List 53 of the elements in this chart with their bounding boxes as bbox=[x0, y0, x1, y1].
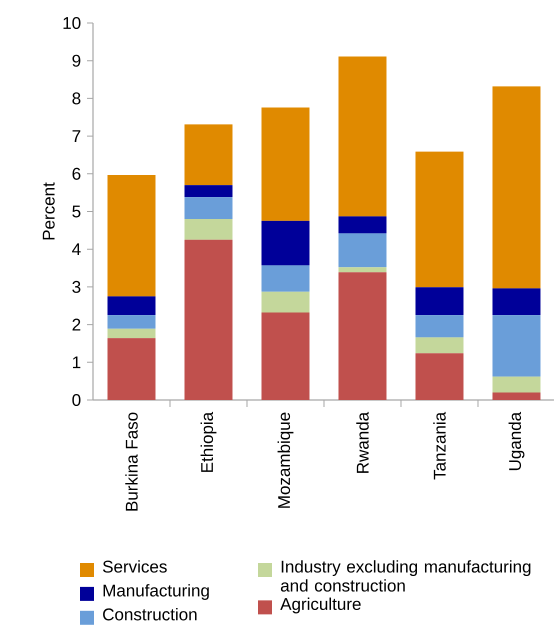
y-tick-label: 7 bbox=[72, 130, 80, 142]
x-tick-label: Uganda bbox=[508, 412, 524, 470]
bar bbox=[415, 353, 464, 400]
y-axis-title: Percent bbox=[42, 182, 55, 240]
legend-label: Manufacturing bbox=[104, 584, 209, 600]
bar bbox=[492, 392, 540, 400]
y-tick-label: 0 bbox=[72, 394, 80, 406]
y-tick-label: 9 bbox=[72, 54, 80, 67]
x-tick-label: Tanzania bbox=[433, 412, 446, 480]
bar bbox=[261, 220, 310, 266]
legend-label: Industry excluding manufacturing and construction bbox=[280, 560, 530, 592]
bar bbox=[338, 56, 386, 216]
bar bbox=[261, 107, 310, 221]
y-tick-label: 1 bbox=[72, 356, 80, 368]
bar bbox=[415, 152, 464, 288]
bar bbox=[338, 272, 386, 400]
y-tick-label: 8 bbox=[72, 92, 80, 104]
y-tick-label: 10 bbox=[64, 16, 80, 30]
bar bbox=[492, 376, 540, 392]
bar bbox=[184, 197, 232, 220]
bar bbox=[415, 337, 464, 354]
bar bbox=[107, 296, 156, 316]
y-tick-label: 2 bbox=[72, 318, 80, 331]
x-tick-label: Mozambique bbox=[278, 412, 294, 508]
bar bbox=[184, 185, 232, 198]
bar bbox=[107, 174, 156, 296]
bar bbox=[184, 219, 232, 240]
bar bbox=[107, 315, 156, 329]
bar bbox=[415, 287, 464, 316]
legend-label: Agriculture bbox=[280, 598, 361, 614]
bar bbox=[338, 267, 386, 272]
bar bbox=[107, 328, 156, 338]
bar bbox=[261, 265, 310, 292]
bar bbox=[184, 240, 232, 400]
bar bbox=[492, 86, 540, 288]
legend-label: Services bbox=[102, 560, 167, 573]
bar bbox=[338, 216, 386, 234]
legend-label: Construction bbox=[103, 608, 197, 620]
y-tick-label: 4 bbox=[72, 243, 81, 256]
bar bbox=[261, 292, 310, 313]
y-tick-label: 3 bbox=[72, 280, 80, 293]
bar bbox=[107, 338, 156, 400]
y-tick-label: 5 bbox=[72, 206, 80, 218]
y-tick-label: 6 bbox=[72, 168, 80, 180]
bar bbox=[415, 315, 464, 338]
x-tick-label: Ethiopia bbox=[200, 412, 216, 472]
x-tick-label: Burkina Faso bbox=[125, 412, 138, 511]
x-tick-label: Rwanda bbox=[356, 412, 369, 473]
bar bbox=[261, 312, 310, 400]
bar bbox=[492, 315, 540, 377]
bar bbox=[492, 288, 540, 316]
bar bbox=[184, 124, 232, 186]
bar bbox=[338, 233, 386, 268]
